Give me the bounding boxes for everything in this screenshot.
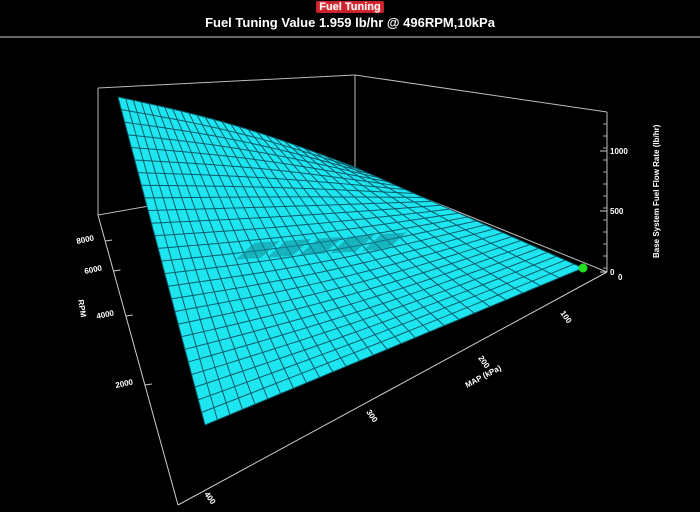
map-tick-label: 100	[558, 309, 573, 326]
rpm-gridline	[127, 134, 379, 179]
map-gridline	[213, 119, 361, 362]
z-axis-label: Base System Fuel Flow Rate (lb/hr)	[652, 124, 661, 258]
rpm-tick	[144, 383, 152, 386]
map-gridline	[196, 114, 334, 373]
rpm-tick	[113, 269, 121, 272]
rpm-gridline	[117, 96, 353, 167]
map-gridline	[164, 107, 282, 394]
tuning-value-readout: Fuel Tuning Value 1.959 lb/hr @ 496RPM,1…	[205, 15, 495, 30]
rpm-gridline	[131, 146, 388, 183]
map-gridline	[180, 110, 307, 384]
map-gridline	[140, 101, 243, 410]
rpm-tick-label: 2000	[115, 377, 135, 390]
app-title: Fuel Tuning	[0, 1, 700, 13]
map-gridline	[204, 116, 347, 367]
map-tick-label: 300	[364, 408, 379, 425]
rpm-gridline	[124, 121, 370, 175]
map-gridline	[156, 105, 269, 400]
surface-fill	[118, 97, 583, 425]
rpm-tick-label: 6000	[84, 263, 104, 276]
rpm-axis-label: RPM	[76, 299, 88, 318]
z-tick-label: 0	[610, 268, 615, 277]
z-tick-label: 500	[610, 207, 624, 216]
front-axes	[97, 214, 608, 506]
header-divider	[0, 36, 700, 38]
map-gridline	[172, 108, 294, 389]
rpm-tick	[125, 314, 133, 317]
rpm-tick	[105, 239, 113, 242]
rpm-gridline	[134, 159, 397, 187]
app-title-text: Fuel Tuning	[316, 1, 384, 13]
z-floor-label: 0	[618, 273, 623, 282]
map-gridline	[188, 112, 321, 378]
map-gridline	[132, 100, 231, 415]
z-tick-label: 1000	[610, 147, 628, 156]
map-gridline	[148, 103, 256, 405]
rpm-tick-label: 4000	[96, 308, 116, 321]
map-gridline	[125, 98, 218, 420]
map-tick-label: 400	[202, 490, 217, 507]
selected-point-marker[interactable]	[578, 263, 588, 273]
rpm-tick-label: 8000	[76, 233, 96, 246]
rpm-gridline	[121, 109, 362, 171]
fuel-surface: ▰▰▰▰▰	[117, 96, 584, 426]
map-gridline	[117, 96, 206, 426]
